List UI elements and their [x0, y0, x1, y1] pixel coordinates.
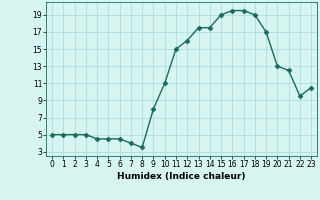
X-axis label: Humidex (Indice chaleur): Humidex (Indice chaleur) [117, 172, 246, 181]
